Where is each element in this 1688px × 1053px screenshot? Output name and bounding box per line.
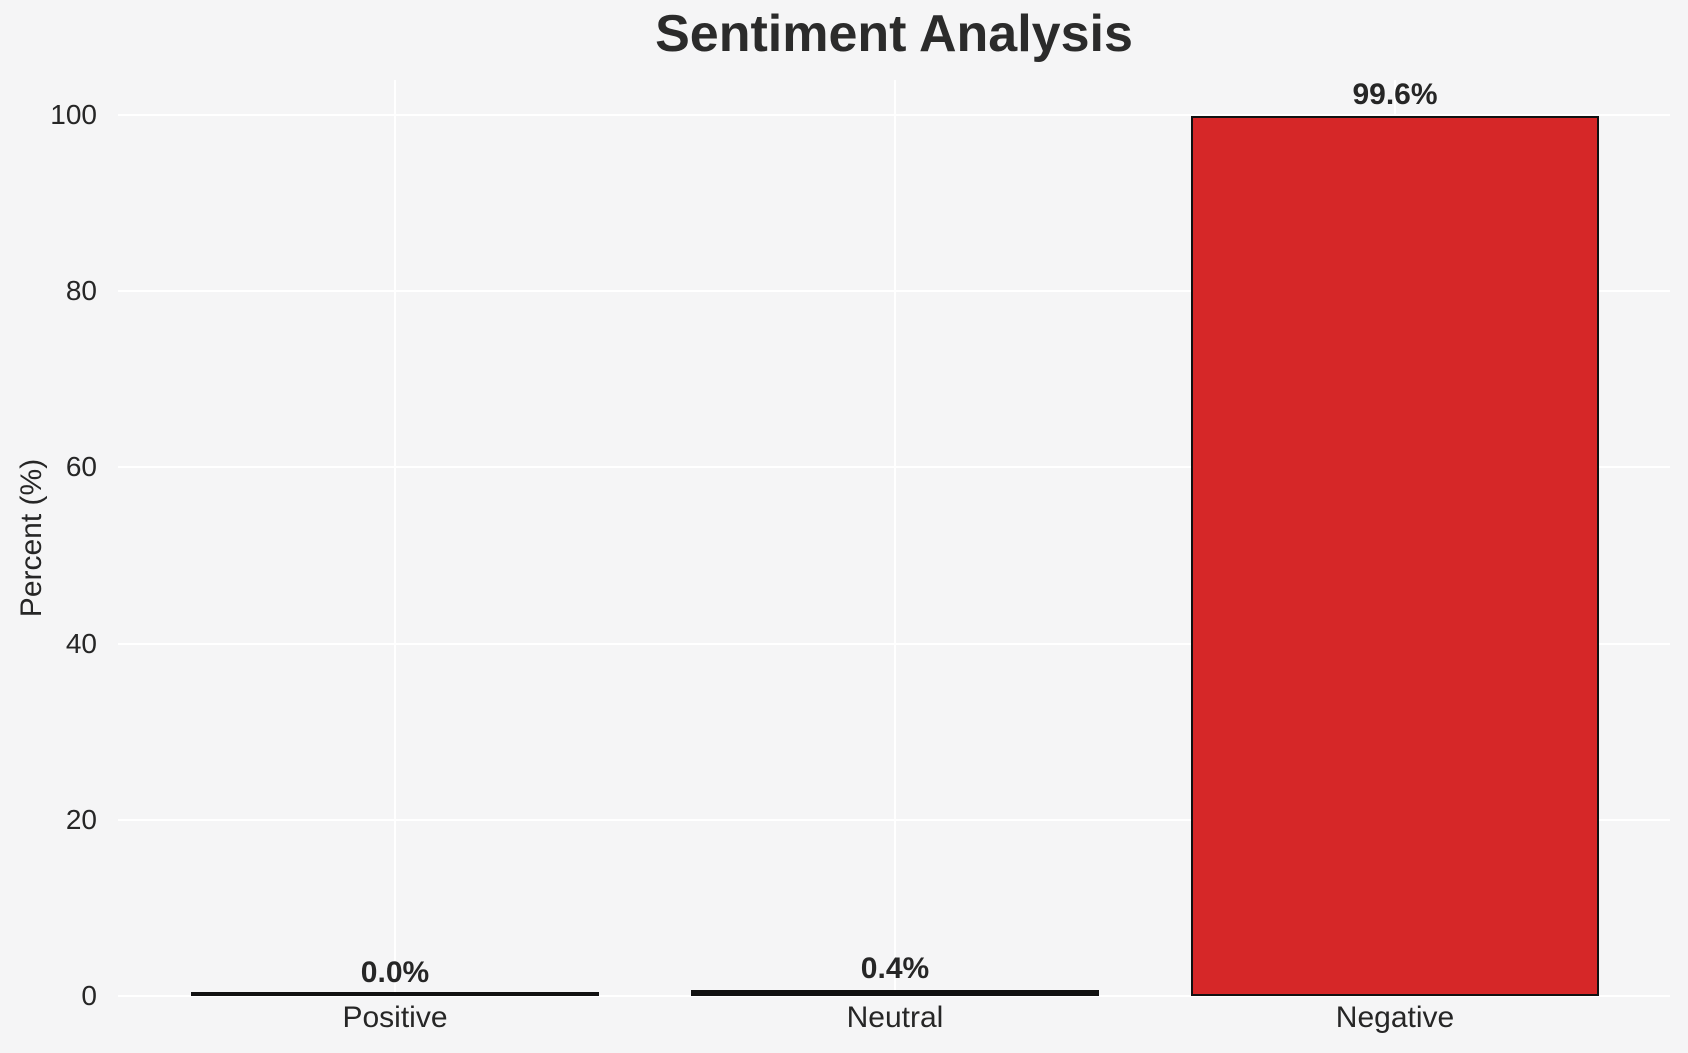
bar-neutral xyxy=(691,989,1099,996)
ytick-100: 100 xyxy=(50,99,97,130)
xtick-positive: Positive xyxy=(342,1001,448,1034)
ytick-80: 80 xyxy=(65,275,97,307)
plot-area: 0.0% 0.4% 99.6% xyxy=(118,78,1670,997)
gridline-horizontal-0 xyxy=(118,995,1670,997)
y-axis-label: Percent (%) xyxy=(15,458,48,618)
bar-negative xyxy=(1191,116,1599,996)
chart-title: Sentiment Analysis xyxy=(655,5,1133,63)
xtick-neutral: Neutral xyxy=(846,1001,944,1034)
ytick-20: 20 xyxy=(65,803,97,835)
value-label-neutral: 0.4% xyxy=(860,951,930,985)
ytick-60: 60 xyxy=(65,451,97,483)
ytick-40: 40 xyxy=(65,627,97,659)
value-label-negative: 99.6% xyxy=(1352,78,1438,112)
value-label-positive: 0.0% xyxy=(360,955,430,989)
gridline-vertical-neutral xyxy=(894,80,896,996)
ytick-0: 0 xyxy=(81,980,97,1011)
xtick-negative: Negative xyxy=(1335,1001,1455,1034)
gridline-vertical-positive xyxy=(394,80,396,996)
bar-positive xyxy=(191,992,599,996)
